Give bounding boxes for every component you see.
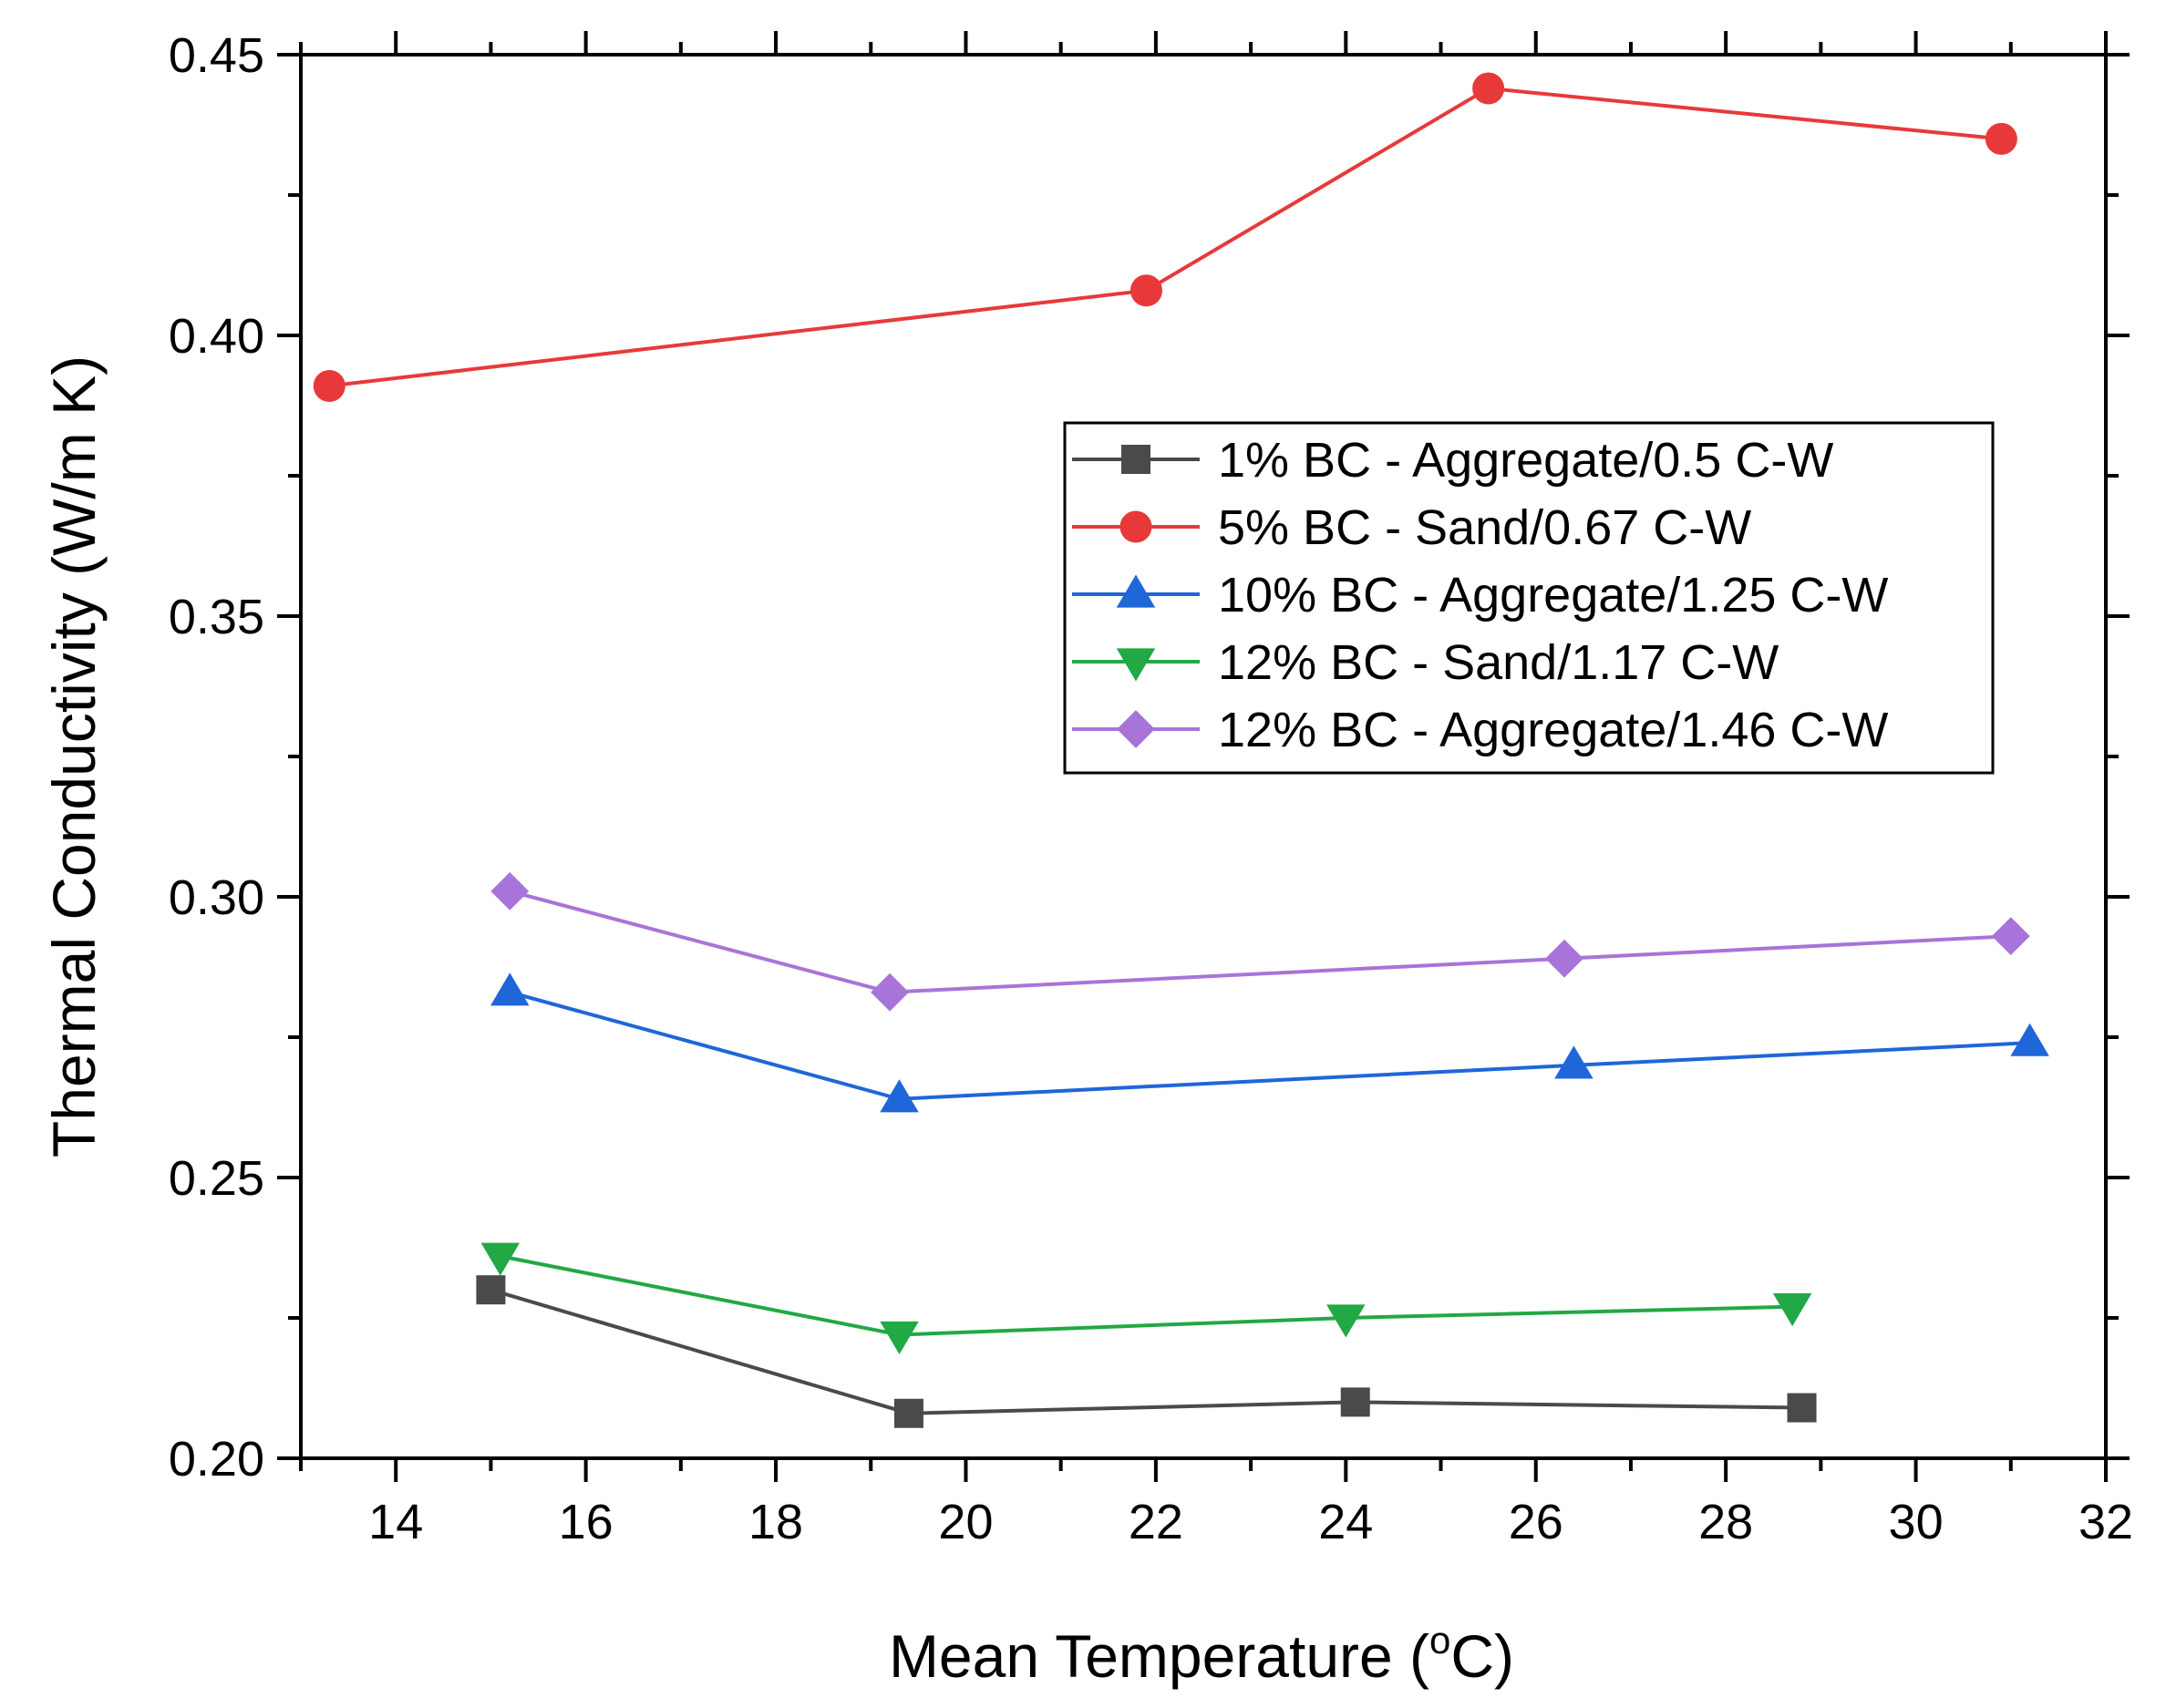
data-point <box>1545 939 1583 978</box>
data-point <box>490 972 530 1006</box>
y-tick-label: 0.35 <box>169 590 264 644</box>
x-tick-label: 18 <box>748 1495 803 1549</box>
y-tick-label: 0.30 <box>169 870 264 925</box>
data-point <box>880 1079 919 1113</box>
legend-marker <box>1121 445 1150 474</box>
data-point <box>476 1275 506 1305</box>
legend-label: 12% BC - Sand/1.17 C-W <box>1218 635 1779 690</box>
x-tick-label: 16 <box>559 1495 614 1549</box>
series-1 <box>476 1275 1817 1428</box>
data-point <box>1787 1393 1817 1423</box>
series-3 <box>490 972 2049 1113</box>
y-tick-label: 0.40 <box>169 309 264 364</box>
data-point <box>880 1321 919 1354</box>
legend-marker <box>1116 648 1156 682</box>
data-point <box>1985 122 2017 155</box>
legend-label: 1% BC - Aggregate/0.5 C-W <box>1218 433 1833 488</box>
x-tick-label: 14 <box>368 1495 423 1549</box>
legend-item: 12% BC - Sand/1.17 C-W <box>1072 635 1779 690</box>
series-2 <box>313 72 2017 402</box>
legend-label: 10% BC - Aggregate/1.25 C-W <box>1218 568 1888 622</box>
data-point <box>490 871 530 911</box>
series-layer <box>313 72 2049 1428</box>
x-tick-label: 20 <box>938 1495 993 1549</box>
legend-marker <box>1117 710 1155 748</box>
x-tick-label: 22 <box>1129 1495 1183 1549</box>
data-point <box>313 369 346 402</box>
x-tick-label: 28 <box>1698 1495 1753 1549</box>
legend-marker <box>1116 574 1156 608</box>
legend: 1% BC - Aggregate/0.5 C-W 5% BC - Sand/0.… <box>1063 421 1995 775</box>
x-tick-label: 26 <box>1509 1495 1563 1549</box>
series-line <box>509 889 2011 994</box>
x-axis-label: Mean Temperature (oC) <box>889 1619 1514 1690</box>
legend-item: 10% BC - Aggregate/1.25 C-W <box>1072 568 1888 622</box>
legend-item: 5% BC - Sand/0.67 C-W <box>1072 500 1751 555</box>
legend-box <box>1063 421 1995 775</box>
y-tick-label: 0.45 <box>169 28 264 83</box>
y-axis-label: Thermal Conductivity (W/m K) <box>40 355 108 1158</box>
legend-item: 12% BC - Aggregate/1.46 C-W <box>1072 703 1888 757</box>
legend-marker <box>1119 510 1152 543</box>
axes: 14 16 18 20 22 24 26 28 30 32 0.20 0.25 0.30 0.35 0.40… <box>169 28 2133 1549</box>
data-point <box>1554 1045 1594 1079</box>
x-tick-label: 32 <box>2078 1495 2133 1549</box>
data-point <box>871 972 910 1012</box>
series-4 <box>480 1242 1812 1354</box>
data-point <box>1472 72 1505 105</box>
x-tick-label: 30 <box>1889 1495 1944 1549</box>
legend-label: 5% BC - Sand/0.67 C-W <box>1218 500 1751 555</box>
x-tick-label: 24 <box>1318 1495 1373 1549</box>
data-point <box>1326 1304 1366 1338</box>
legend-item: 1% BC - Aggregate/0.5 C-W <box>1072 433 1833 488</box>
x-axis-label-tail: C) <box>1450 1622 1514 1690</box>
data-point <box>893 1398 923 1428</box>
data-point <box>1772 1293 1812 1327</box>
series-5 <box>490 871 2030 1012</box>
data-point <box>2010 1023 2049 1056</box>
data-point <box>480 1242 521 1276</box>
series-line <box>500 1254 1793 1337</box>
x-axis-label-superscript: o <box>1429 1619 1450 1662</box>
data-point <box>1129 274 1162 307</box>
series-line <box>509 990 2030 1101</box>
y-tick-label: 0.20 <box>169 1432 264 1487</box>
series-line <box>490 1288 1802 1415</box>
series-line <box>329 86 2002 388</box>
data-point <box>1340 1387 1370 1417</box>
legend-label: 12% BC - Aggregate/1.46 C-W <box>1218 703 1888 757</box>
y-tick-label: 0.25 <box>169 1151 264 1206</box>
data-point <box>1991 917 2030 956</box>
